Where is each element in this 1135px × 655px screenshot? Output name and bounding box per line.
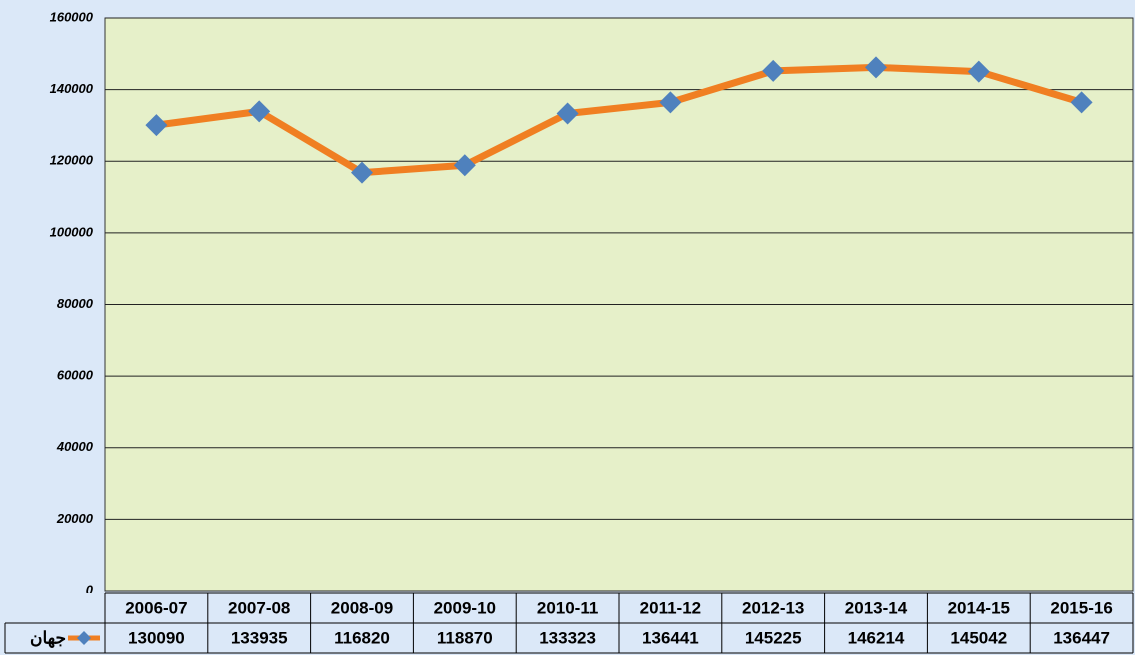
- y-tick-label: 100000: [50, 224, 94, 239]
- x-tick-label: 2007-08: [228, 598, 290, 617]
- point-marker: [659, 91, 682, 114]
- point-marker: [248, 100, 271, 123]
- series-line: [155, 63, 1083, 177]
- x-tick-label: 2014-15: [948, 598, 1010, 617]
- point-marker: [145, 114, 168, 137]
- table-value: 145042: [950, 628, 1007, 647]
- point-marker: [453, 154, 476, 177]
- point-marker: [1070, 91, 1093, 114]
- table-value: 130090: [128, 628, 185, 647]
- x-tick-label: 2013-14: [845, 598, 908, 617]
- point-marker: [762, 59, 785, 82]
- x-tick-label: 2008-09: [331, 598, 393, 617]
- table-value: 118870: [437, 628, 493, 647]
- table-value: 146214: [848, 628, 905, 647]
- point-marker: [865, 56, 887, 79]
- x-tick-label: 2010-11: [537, 598, 598, 617]
- y-tick-label: 40000: [56, 439, 94, 454]
- table-value: 136441: [642, 628, 699, 647]
- y-tick-label: 20000: [56, 511, 94, 526]
- legend-label: جهان: [30, 628, 66, 648]
- table-value: 116820: [334, 628, 390, 647]
- y-tick-label: 160000: [50, 9, 94, 24]
- table-value: 133323: [539, 628, 596, 647]
- table-value: 145225: [745, 628, 802, 647]
- y-tick-label: 120000: [50, 153, 94, 168]
- x-tick-label: 2015-16: [1050, 598, 1112, 617]
- x-tick-label: 2009-10: [434, 598, 496, 617]
- table-value: 136447: [1053, 628, 1110, 647]
- y-tick-label: 140000: [50, 81, 94, 96]
- x-tick-label: 2006-07: [125, 598, 187, 617]
- x-tick-label: 2012-13: [742, 598, 804, 617]
- y-tick-label: 80000: [57, 296, 94, 311]
- point-marker: [556, 102, 579, 125]
- y-tick-label: 60000: [57, 368, 94, 383]
- point-marker: [967, 60, 990, 83]
- point-marker: [351, 161, 373, 184]
- table-value: 133935: [231, 628, 288, 647]
- legend-marker: [77, 631, 91, 645]
- x-tick-label: 2011-12: [640, 598, 701, 617]
- y-tick-label: 0: [86, 582, 94, 597]
